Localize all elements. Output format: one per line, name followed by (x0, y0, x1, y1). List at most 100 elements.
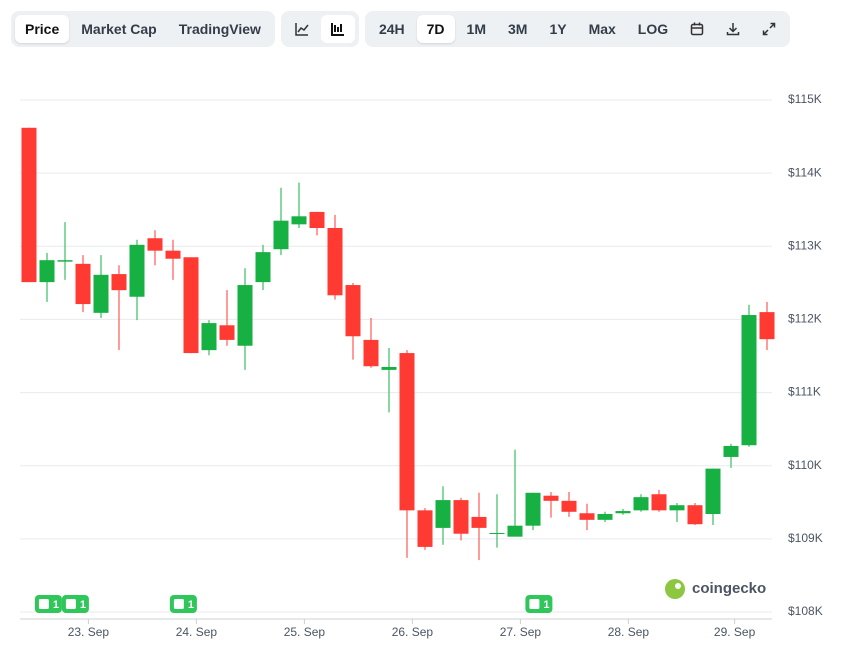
candle-body (183, 257, 199, 354)
x-tick-label: 25. Sep (284, 625, 326, 639)
candle-body (543, 495, 559, 501)
range[interactable]: 1Y (549, 21, 567, 37)
candle-body (759, 312, 775, 340)
candle (705, 468, 721, 525)
candle-body (255, 252, 271, 283)
candle (93, 255, 109, 318)
line-chart-button[interactable] (285, 15, 319, 43)
candle-body (435, 500, 451, 528)
candle (543, 492, 559, 518)
badge-icon (38, 599, 49, 609)
range[interactable]: 7D (416, 15, 455, 43)
candle-body (651, 494, 667, 511)
range[interactable]: 3M (507, 21, 528, 37)
range[interactable]: Max (588, 21, 616, 37)
candle (399, 350, 415, 558)
event-badge[interactable]: 1 (525, 595, 553, 613)
candle (633, 494, 649, 512)
candle (687, 503, 703, 525)
candle (111, 265, 127, 351)
candle (435, 486, 451, 545)
candle-body (129, 244, 145, 297)
candle-body (345, 285, 361, 337)
candle-body (669, 505, 685, 511)
candle-body (309, 211, 325, 228)
candle (561, 492, 577, 517)
badge-label: 1 (53, 599, 59, 611)
candle (471, 492, 487, 561)
candle (525, 492, 541, 531)
candle (597, 511, 613, 523)
candle-body (201, 323, 217, 351)
candle (363, 317, 379, 368)
y-tick-label: $113K (788, 238, 822, 252)
candle-body (633, 497, 649, 511)
range[interactable]: 1M (466, 21, 486, 37)
event-badge[interactable]: 1 (34, 595, 62, 613)
candle-body (291, 216, 307, 225)
y-tick-label: $112K (788, 312, 822, 326)
icon (726, 23, 740, 36)
candle-body (417, 510, 433, 547)
event-badge[interactable]: 1 (61, 595, 89, 613)
candle-body (57, 260, 73, 262)
candle (255, 244, 271, 291)
candle (291, 182, 307, 228)
icon (295, 23, 309, 36)
candle (237, 268, 253, 370)
range[interactable]: LOG (637, 21, 669, 37)
download-button[interactable] (716, 15, 750, 43)
y-tick-label: $111K (788, 385, 821, 399)
y-tick-label: $109K (788, 531, 823, 545)
candle (453, 497, 469, 541)
candle (165, 239, 181, 280)
candle-body (489, 533, 505, 535)
x-tick-label: 24. Sep (176, 625, 218, 639)
tab[interactable]: TradingView (178, 21, 261, 37)
x-tick-label: 27. Sep (500, 625, 542, 639)
icon (762, 22, 776, 36)
candle (759, 301, 775, 351)
badge-label: 1 (188, 599, 194, 611)
tab[interactable]: Market Cap (81, 21, 157, 37)
badge-icon (529, 599, 540, 609)
badge-label: 1 (80, 599, 86, 611)
candle-body (579, 513, 595, 520)
candle-body (561, 500, 577, 512)
candle (651, 489, 667, 512)
event-badge[interactable]: 1 (169, 595, 197, 613)
candle (345, 282, 361, 360)
candle-body (453, 500, 469, 534)
tab[interactable]: Price (15, 15, 70, 43)
badge-label: 1 (543, 599, 549, 611)
candle (147, 230, 163, 266)
candle (75, 255, 91, 313)
x-tick-label: 23. Sep (68, 625, 110, 639)
candle-body (39, 260, 55, 283)
candle (201, 320, 217, 356)
y-tick-label: $108K (788, 604, 823, 618)
candle-body (111, 274, 127, 291)
watermark-text: coingecko (692, 580, 766, 597)
candle-body (147, 238, 163, 251)
view-tabs: Price Market Cap TradingView (11, 11, 275, 47)
candle-chart-button[interactable] (320, 15, 355, 43)
candle-body (75, 263, 91, 305)
candle-body (507, 525, 523, 537)
candle (615, 508, 631, 515)
range-tabs: 24H 7D 1M 3M 1Y Max LOG (364, 11, 791, 47)
candle (39, 252, 55, 302)
fullscreen-button[interactable] (752, 15, 786, 43)
candle-body (93, 274, 109, 313)
range[interactable]: 24H (378, 21, 405, 37)
chart-style (280, 11, 359, 47)
candle (327, 214, 343, 300)
candle (21, 127, 37, 283)
candle-body (381, 366, 397, 370)
candle-body (723, 445, 739, 457)
candle (489, 494, 505, 548)
calendar-button[interactable] (680, 15, 714, 43)
candle-body (471, 516, 487, 528)
